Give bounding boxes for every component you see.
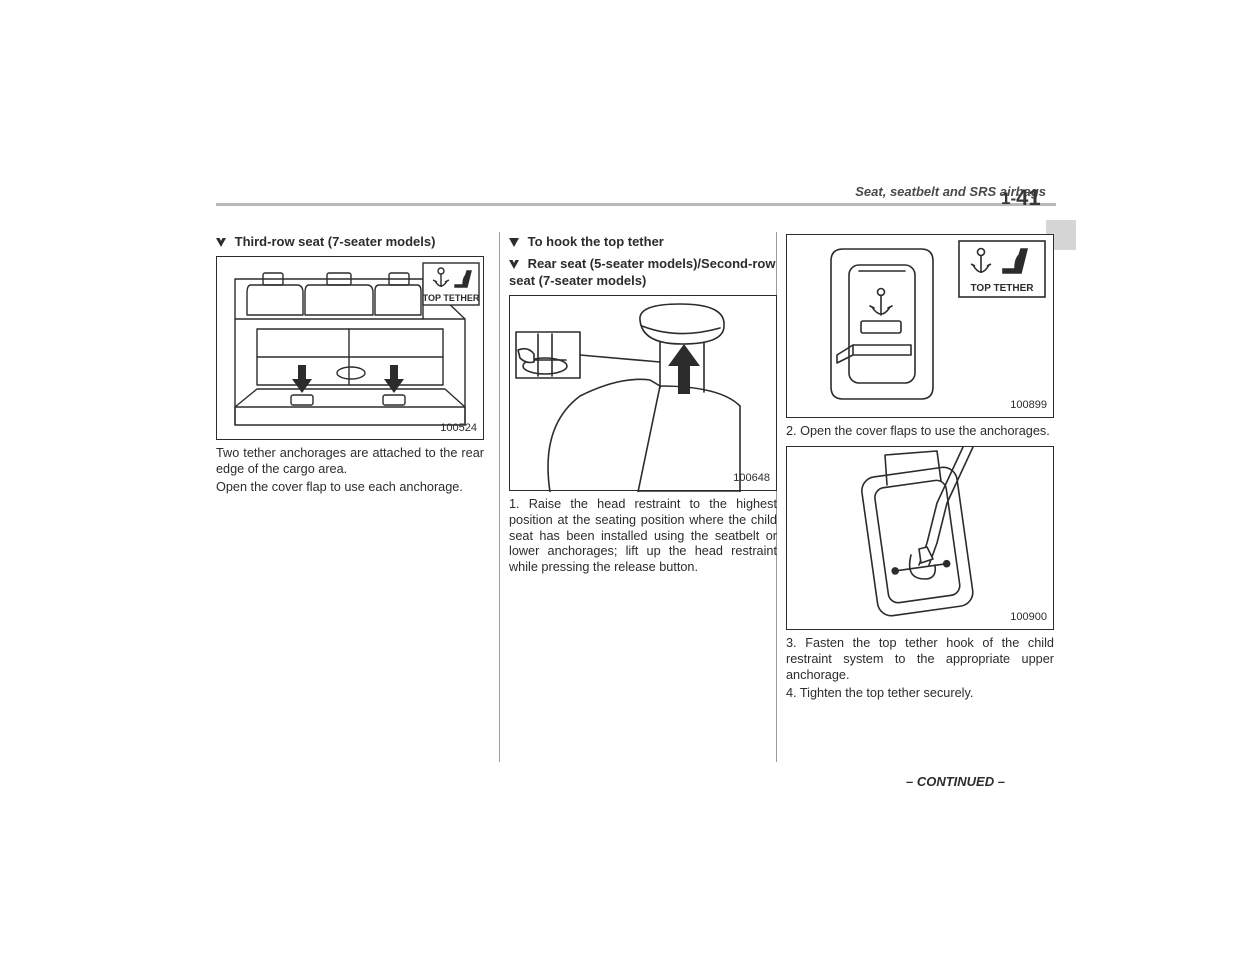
- column-3: TOP TETHER 100899 2. Open the cover flap…: [786, 234, 1054, 703]
- paragraph: 2. Open the cover flaps to use the ancho…: [786, 424, 1054, 440]
- column-1: Third-row seat (7-seater models): [216, 234, 484, 498]
- running-header: Seat, seatbelt and SRS airbags: [736, 184, 1046, 199]
- heading-text: Third-row seat (7-seater models): [235, 234, 436, 249]
- heading-hook-top-tether: To hook the top tether: [509, 234, 777, 250]
- heading-text: Rear seat (5-seater models)/Second-row s…: [509, 256, 775, 287]
- manual-page: Seat, seatbelt and SRS airbags 1-41 Thir…: [176, 174, 1076, 814]
- figure-number: 100900: [1010, 611, 1047, 625]
- column-2: To hook the top tether Rear seat (5-seat…: [509, 234, 777, 578]
- heading-rear-seat: Rear seat (5-seater models)/Second-row s…: [509, 256, 777, 289]
- top-rule: [216, 203, 1056, 206]
- figure-head-restraint: 100648: [509, 295, 777, 491]
- figure-cargo-area: TOP TETHER 100524: [216, 256, 484, 440]
- column-divider-1: [499, 232, 500, 762]
- heading-text: To hook the top tether: [528, 234, 664, 249]
- paragraph: Two tether anchorages are attached to th…: [216, 446, 484, 478]
- page-num: 41: [1016, 185, 1040, 210]
- page-number: 1-41: [1001, 184, 1041, 210]
- figure-number: 100524: [440, 422, 477, 436]
- paragraph: Open the cover flap to use each anchorag…: [216, 480, 484, 496]
- paragraph: 3. Fasten the top tether hook of the chi…: [786, 636, 1054, 684]
- paragraph: 4. Tighten the top tether securely.: [786, 686, 1054, 702]
- paragraph: 1. Raise the head restraint to the highe…: [509, 497, 777, 576]
- figure-number: 100899: [1010, 399, 1047, 413]
- top-tether-label: TOP TETHER: [971, 283, 1035, 294]
- top-tether-label: TOP TETHER: [423, 293, 480, 303]
- figure-anchor-cover: TOP TETHER 100899: [786, 234, 1054, 418]
- figure-tether-hook: 100900: [786, 446, 1054, 630]
- continued-footer: – CONTINUED –: [906, 774, 1005, 789]
- figure-number: 100648: [733, 472, 770, 486]
- heading-third-row: Third-row seat (7-seater models): [216, 234, 484, 250]
